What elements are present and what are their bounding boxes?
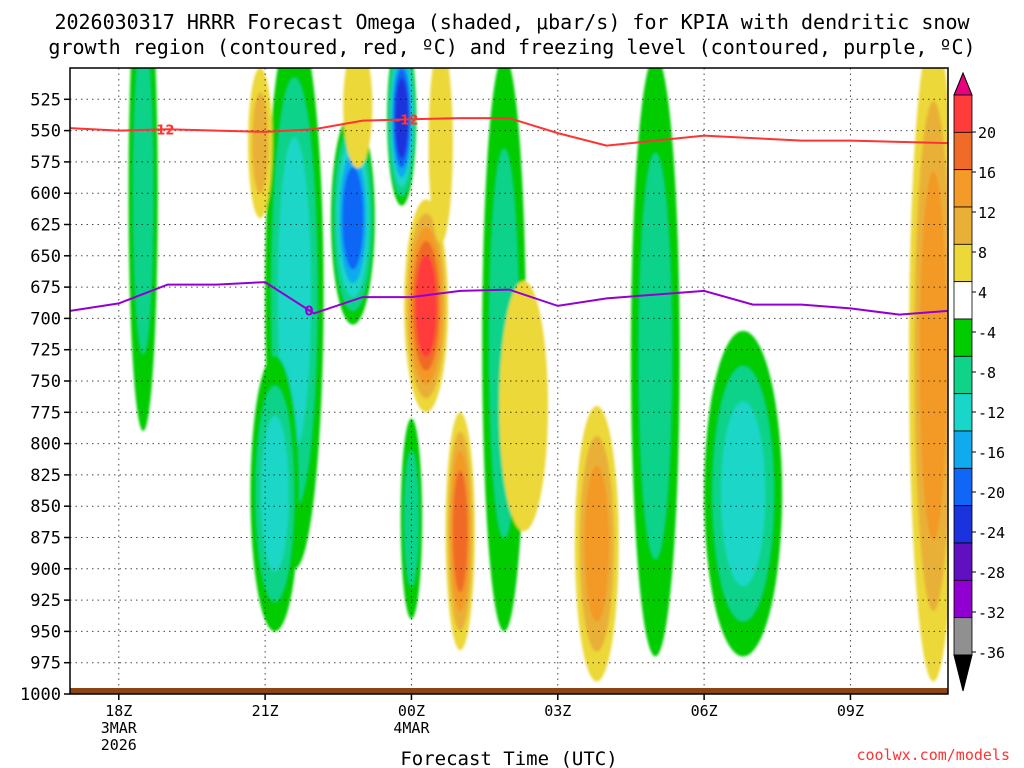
contour-label--12-1: -12	[395, 113, 419, 128]
colorbar-label-8: -16	[978, 444, 1005, 462]
colorbar-segment-10	[953, 467, 973, 507]
contour-label--12-0: -12	[151, 123, 175, 138]
grid-lines	[70, 68, 948, 694]
x-tick-label-18-0: 18Z	[105, 702, 132, 720]
x-tick-label-18-2: 2026	[101, 736, 137, 754]
colorbar-top-arrow	[953, 71, 973, 96]
omega-band-4-5	[394, 77, 409, 159]
y-tick-label-875: 875	[30, 529, 61, 549]
colorbar-label-7: -12	[978, 404, 1005, 422]
omega-band-10-0	[499, 280, 549, 532]
pressure-axis: 525 550 575 600 625 650 675 700 725 750 775 800 825 8…	[20, 90, 70, 705]
y-tick-label-600: 600	[30, 184, 61, 204]
omega-band-14-2	[919, 171, 948, 541]
y-tick-label-575: 575	[30, 153, 61, 173]
y-tick-label-725: 725	[30, 341, 61, 361]
colorbar-label-4: 4	[978, 284, 987, 302]
y-tick-label-950: 950	[30, 622, 61, 642]
contour-label-0-0: 0	[304, 304, 313, 319]
x-tick-label-33-0: 09Z	[837, 702, 864, 720]
colorbar-legend: 20 16 12 8 4 -4 -8 -12 -16 -20 -24 -28 -32 -36	[953, 71, 1005, 692]
contour-line--12	[70, 117, 948, 147]
colorbar-label-9: -20	[978, 484, 1005, 502]
x-tick-label-30-0: 06Z	[691, 702, 718, 720]
y-tick-label-975: 975	[30, 654, 61, 674]
x-axis-label: Forecast Time (UTC)	[400, 748, 617, 768]
omega-band-7-3	[452, 470, 468, 593]
y-tick-label-900: 900	[30, 560, 61, 580]
colorbar-segment-11	[953, 505, 973, 544]
x-tick-label-24-1: 4MAR	[393, 719, 430, 737]
x-tick-label-24-0: 00Z	[398, 702, 425, 720]
colorbar-label-11: -28	[978, 564, 1005, 582]
y-tick-label-700: 700	[30, 309, 61, 329]
colorbar-segment-8	[953, 393, 973, 432]
omega-band-3-2	[261, 415, 289, 572]
chart-title-line-2: growth region (contoured, red, ºC) and f…	[48, 35, 975, 59]
y-tick-label-625: 625	[30, 216, 61, 236]
y-tick-label-525: 525	[30, 90, 61, 110]
omega-blob-layer	[128, 68, 948, 682]
x-tick-label-18-1: 3MAR	[101, 719, 138, 737]
colorbar-segment-4	[953, 243, 973, 283]
chart-title-line-1: 2026030317 HRRR Forecast Omega (shaded, …	[54, 10, 970, 34]
colorbar-segment-5	[953, 281, 973, 320]
contour-line-0	[70, 281, 948, 316]
colorbar-segment-12	[953, 542, 973, 581]
colorbar-segment-13	[953, 579, 973, 619]
omega-band-2-4	[342, 167, 364, 270]
colorbar-segment-2	[953, 169, 973, 208]
colorbar-segment-0	[953, 94, 973, 133]
omega-band-8-1	[404, 451, 419, 587]
colorbar-segment-9	[953, 430, 973, 469]
x-tick-label-21-0: 21Z	[252, 702, 279, 720]
y-tick-label-775: 775	[30, 403, 61, 423]
credit-text: coolwx.com/models	[856, 746, 1010, 764]
colorbar-label-6: -8	[978, 364, 996, 382]
terrain-ground-strip	[70, 688, 948, 694]
omega-band-15-0	[343, 68, 373, 169]
omega-band-11-2	[584, 465, 610, 622]
y-tick-label-925: 925	[30, 591, 61, 611]
y-tick-label-675: 675	[30, 278, 61, 298]
colorbar-label-12: -32	[978, 604, 1005, 622]
omega-band-12-1	[638, 153, 672, 559]
colorbar-segment-1	[953, 131, 973, 171]
omega-shaded-field	[128, 68, 948, 682]
colorbar-label-3: 8	[978, 244, 987, 262]
colorbar-label-2: 12	[978, 204, 996, 222]
y-tick-label-550: 550	[30, 122, 61, 142]
y-tick-label-650: 650	[30, 247, 61, 267]
colorbar-segment-14	[953, 617, 973, 656]
colorbar-label-0: 20	[978, 124, 996, 142]
y-tick-label-750: 750	[30, 372, 61, 392]
colorbar-label-13: -36	[978, 644, 1005, 662]
x-tick-label-27-0: 03Z	[544, 702, 571, 720]
omega-band-0-1	[133, 68, 154, 354]
colorbar-segment-3	[953, 206, 973, 245]
y-tick-label-825: 825	[30, 466, 61, 486]
y-tick-label-1000: 1000	[20, 685, 61, 705]
omega-band-6-0	[428, 68, 453, 244]
omega-band-5-4	[415, 254, 437, 357]
colorbar-label-10: -24	[978, 524, 1005, 542]
omega-band-13-2	[721, 401, 766, 586]
plot-area: -12 -12 0	[69, 67, 949, 695]
y-tick-label-850: 850	[30, 497, 61, 517]
omega-band-16-1	[252, 92, 269, 194]
colorbar-label-1: 16	[978, 164, 996, 182]
colorbar-label-5: -4	[978, 324, 996, 342]
y-tick-label-800: 800	[30, 435, 61, 455]
colorbar-segment-7	[953, 355, 973, 395]
temperature-contours: -12 -12 0	[70, 113, 948, 319]
colorbar-segment-6	[953, 318, 973, 357]
colorbar-bottom-arrow	[953, 654, 973, 692]
